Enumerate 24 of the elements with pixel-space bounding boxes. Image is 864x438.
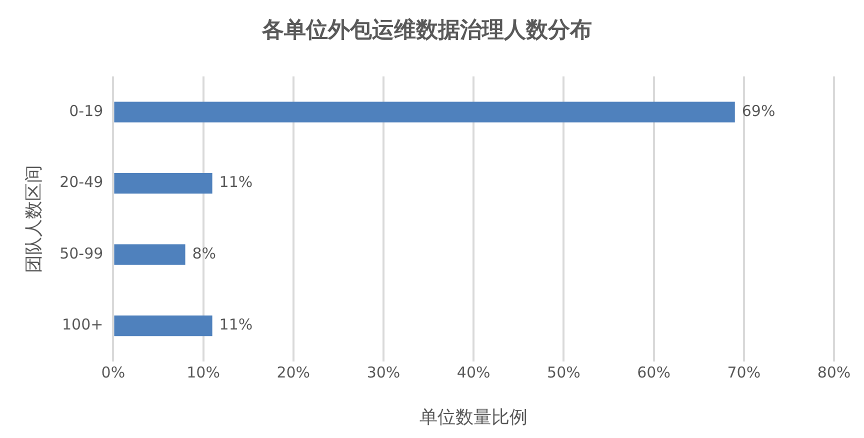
bar — [114, 315, 212, 336]
data-label: 11% — [219, 316, 253, 334]
x-axis-title: 单位数量比例 — [420, 406, 528, 428]
x-tick-label: 80% — [817, 363, 851, 382]
x-tick-label: 70% — [727, 363, 761, 382]
x-tick-label: 40% — [456, 363, 490, 382]
data-label: 8% — [192, 244, 216, 262]
bar — [114, 172, 212, 194]
y-tick-label: 100+ — [62, 316, 104, 334]
bar — [114, 102, 735, 122]
y-tick-label: 20-49 — [60, 173, 104, 192]
y-axis-title: 团队人数区间 — [23, 164, 44, 273]
x-tick-label: 20% — [276, 363, 310, 382]
x-tick-label: 0% — [101, 363, 126, 382]
data-label: 11% — [219, 173, 253, 192]
y-tick-label: 50-99 — [60, 244, 104, 262]
bar — [114, 244, 186, 265]
x-tick-label: 10% — [186, 363, 220, 382]
chart-title: 各单位外包运维数据治理人数分布 — [261, 16, 592, 43]
x-tick-label: 30% — [366, 363, 400, 382]
x-tick-label: 60% — [637, 363, 670, 382]
data-label: 69% — [742, 102, 776, 120]
x-tick-label: 50% — [547, 363, 580, 382]
y-tick-label: 0-19 — [69, 102, 104, 120]
